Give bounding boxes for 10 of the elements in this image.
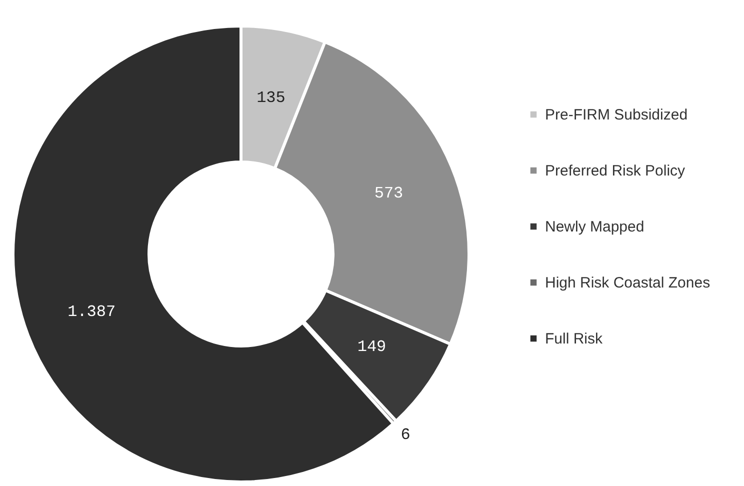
data-label: 135: [256, 88, 286, 107]
legend-label: Preferred Risk Policy: [545, 162, 686, 180]
data-label: 6: [400, 426, 410, 444]
legend-label: Pre-FIRM Subsidized: [545, 106, 688, 124]
legend-label: High Risk Coastal Zones: [545, 274, 710, 292]
data-label: 573: [374, 184, 404, 203]
legend-label: Full Risk: [545, 330, 603, 348]
data-label: 149: [357, 338, 386, 356]
data-label: 1.387: [68, 303, 116, 322]
legend-label: Newly Mapped: [545, 218, 644, 236]
